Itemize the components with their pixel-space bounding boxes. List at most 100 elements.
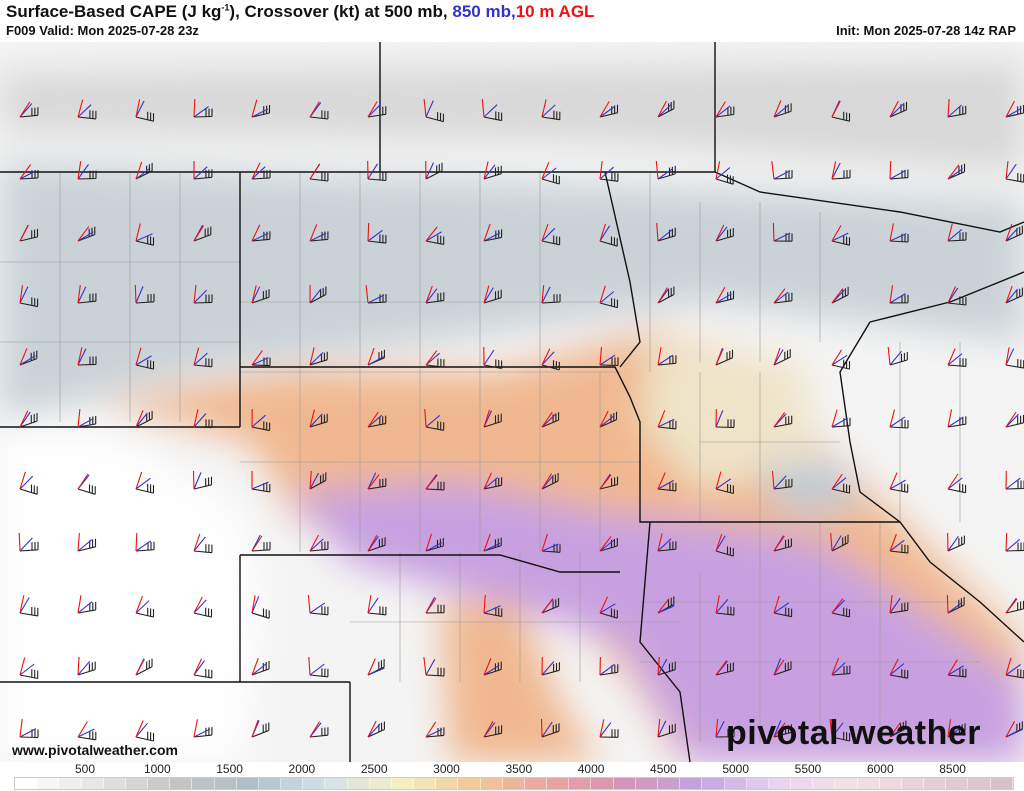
wind-barb [889, 100, 908, 118]
wind-barb [773, 347, 791, 366]
wind-barb [135, 471, 155, 494]
wind-barb [425, 285, 445, 304]
wind-barb [715, 595, 735, 616]
colorbar-label: 2000 [288, 762, 316, 776]
wind-barb [424, 408, 445, 431]
wind-barbs [18, 98, 1024, 742]
wind-barb [135, 410, 153, 428]
wind-barb [309, 101, 329, 120]
wind-barb [541, 656, 560, 676]
wind-barb [657, 533, 677, 552]
init-time: Init: Mon 2025-07-28 14z RAP [836, 23, 1016, 38]
wind-barb [425, 160, 443, 180]
colorbar-cell [946, 778, 969, 789]
wind-barb [715, 224, 734, 242]
wind-barb [77, 473, 96, 495]
wind-barb [599, 410, 618, 428]
wind-barb [483, 285, 502, 304]
wind-barb [19, 471, 38, 495]
colorbar-cell [236, 778, 259, 789]
wind-barb [715, 101, 735, 118]
colorbar-cell [768, 778, 792, 789]
wind-barb [367, 658, 385, 676]
wind-barb [367, 595, 387, 616]
wind-barb [947, 719, 966, 738]
wind-barb [307, 595, 329, 616]
wind-barb [135, 223, 155, 246]
wind-barb [135, 658, 153, 676]
wind-barb [599, 161, 619, 182]
wind-barb [1005, 285, 1023, 304]
wind-barb [889, 223, 909, 243]
wind-barb [134, 284, 155, 304]
colorbar-cell [103, 778, 126, 789]
wind-barb [193, 658, 213, 679]
wind-barb [309, 409, 328, 428]
wind-barb [19, 101, 39, 118]
wind-barb [541, 285, 561, 304]
wind-barb [773, 288, 793, 304]
colorbar-cell [148, 778, 171, 789]
wind-barb [947, 163, 966, 180]
wind-barb [135, 99, 155, 122]
wind-barb [541, 533, 561, 553]
wind-barb [541, 99, 561, 121]
wind-barb [715, 287, 735, 304]
wind-barb [831, 409, 851, 428]
wind-barb [889, 720, 907, 738]
colorbar-label: 5500 [794, 762, 822, 776]
colorbar-cell [414, 778, 437, 789]
wind-barb [947, 473, 967, 494]
wind-barb [599, 223, 618, 247]
wind-barb [251, 658, 270, 676]
wind-barb [483, 346, 503, 370]
colorbar-cell [391, 778, 415, 789]
wind-barb [831, 658, 851, 676]
valid-time: F009 Valid: Mon 2025-07-28 23z [6, 23, 199, 38]
wind-barb [599, 285, 618, 309]
colorbar-cell [702, 778, 725, 789]
wind-barb [19, 348, 38, 366]
wind-barb [19, 719, 39, 739]
colorbar-label: 1500 [216, 762, 243, 776]
wind-barb [715, 408, 735, 428]
wind-barb [599, 473, 619, 490]
wind-barb [367, 160, 387, 182]
colorbar-label: 4000 [577, 762, 605, 776]
wind-barb [1005, 657, 1024, 679]
wind-barb [831, 598, 851, 618]
wind-barb [889, 472, 909, 493]
wind-barb [483, 533, 502, 552]
wind-barb [831, 473, 851, 494]
wind-barb [309, 347, 328, 366]
colorbar-cell [214, 778, 237, 789]
wind-barb [19, 164, 39, 180]
colorbar-cell [170, 778, 193, 789]
title-text-rest: ), Crossover (kt) at 500 mb, [229, 2, 453, 21]
colorbar-cell [281, 778, 304, 789]
colorbar-label: 2500 [360, 762, 388, 776]
wind-barb [425, 533, 444, 552]
wind-barb [18, 532, 39, 552]
wind-barb [831, 286, 849, 304]
wind-barb [309, 721, 329, 738]
colorbar-cell [657, 778, 681, 789]
wind-barb [251, 408, 271, 432]
wind-barb [367, 347, 385, 366]
colorbar-cell [990, 778, 1013, 789]
wind-barb [715, 719, 735, 738]
wind-barb [251, 224, 271, 242]
wind-barb [599, 656, 619, 676]
wind-barb [193, 161, 213, 180]
wind-barb [541, 473, 559, 490]
wind-barb [367, 101, 387, 118]
wind-barb [715, 161, 734, 185]
wind-barb [771, 471, 793, 490]
wind-barb [483, 161, 502, 180]
wind-barb [365, 285, 387, 304]
wind-barb [773, 100, 792, 118]
colorbar-cell [502, 778, 525, 789]
wind-barb [541, 162, 560, 185]
colorbar-label: 6000 [866, 762, 894, 776]
wind-barb [599, 536, 618, 552]
